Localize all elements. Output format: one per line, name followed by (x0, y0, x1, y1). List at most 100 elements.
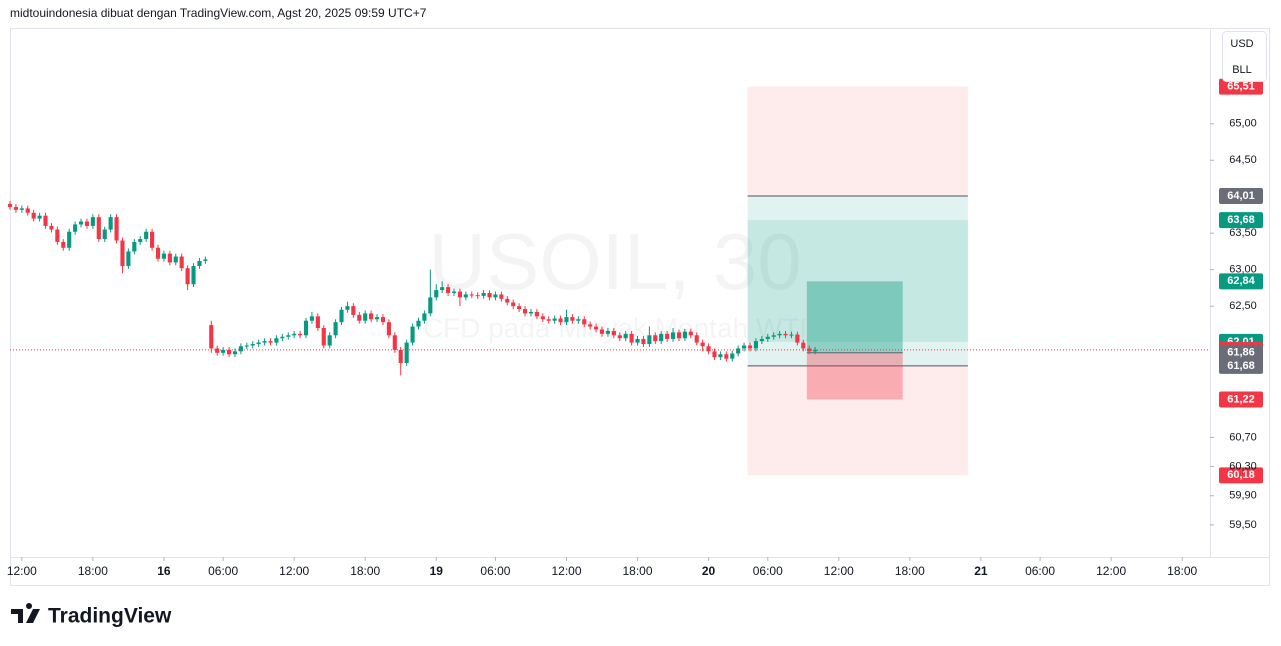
y-tick-label: 59,90 (1229, 490, 1257, 502)
price-label: 61,22 (1227, 393, 1255, 405)
candle-body (120, 240, 125, 267)
candle-body (31, 212, 36, 219)
candle-body (298, 333, 303, 336)
candle-body (469, 294, 474, 296)
candle-body (428, 297, 433, 314)
candle-body (215, 348, 220, 353)
candle-body (783, 333, 788, 336)
candle-body (724, 354, 729, 359)
candle-body (345, 306, 350, 310)
y-tick-label: 63,50 (1229, 227, 1257, 239)
candle-body (73, 224, 78, 232)
candle-body (706, 346, 711, 352)
candle-body (386, 322, 391, 336)
candle-body (357, 314, 362, 321)
unit-button[interactable]: BLL (1232, 64, 1252, 76)
watermark-title: USOIL, 30 (428, 217, 802, 306)
logo-text: TradingView (48, 605, 172, 628)
candle-body (742, 345, 747, 349)
candle-body (511, 302, 516, 307)
candle-body (108, 217, 113, 230)
candle-body (534, 311, 539, 317)
candle-body (694, 335, 699, 343)
candle-body (244, 345, 249, 347)
candle-body (221, 349, 226, 353)
candle-body (374, 317, 380, 320)
candle-body (505, 298, 510, 303)
candle-body (493, 294, 498, 298)
candle-body (665, 333, 670, 339)
candles (7, 201, 818, 376)
candle-body (564, 317, 569, 323)
candle-body (712, 351, 717, 358)
x-tick-label: 19 (430, 564, 444, 578)
candle-body (321, 328, 326, 346)
price-label-box (1219, 357, 1263, 374)
candle-body (676, 332, 682, 339)
candle-body (292, 333, 297, 336)
price-label: 63,68 (1227, 214, 1255, 226)
x-tick-label: 20 (702, 564, 716, 578)
candle-body (238, 346, 243, 352)
x-tick-label: 06:00 (753, 564, 783, 578)
candle-body (250, 344, 255, 346)
candle-body (641, 338, 646, 345)
candle-body (114, 217, 119, 241)
price-label-box (1219, 188, 1263, 205)
candle-body (61, 241, 66, 248)
candle-body (37, 215, 42, 219)
candle-body (84, 221, 90, 226)
price-label: 65,51 (1227, 81, 1255, 93)
loss-zone (806, 352, 903, 400)
candle-body (226, 349, 232, 355)
candle-body (499, 294, 504, 299)
candle-body (517, 306, 522, 310)
candle-body (422, 313, 427, 321)
candle-body (333, 322, 338, 336)
candle-body (102, 229, 107, 240)
x-tick-label: 16 (157, 564, 171, 578)
candle-body (339, 309, 344, 323)
currency-buttons: USD BLL (1222, 31, 1267, 82)
candle-body (670, 332, 676, 339)
candle-body (416, 320, 421, 327)
header: midtouindonesia dibuat dengan TradingVie… (10, 6, 427, 20)
x-tick-label: 12:00 (279, 564, 309, 578)
candle-body (647, 335, 652, 345)
candle-body (67, 231, 72, 248)
candle-body (463, 294, 468, 298)
candle-body (765, 336, 770, 339)
candle-body (617, 335, 622, 339)
footer-logo: TradingView (11, 603, 172, 628)
currency-button[interactable]: USD (1230, 38, 1253, 50)
candle-body (629, 333, 634, 343)
candle-body (759, 338, 764, 342)
candle-body (185, 268, 190, 285)
candle-body (688, 331, 693, 336)
candle-body (700, 342, 705, 347)
candle-body (90, 217, 95, 226)
candle-body (546, 319, 551, 321)
candle-body (528, 311, 534, 314)
candle-body (522, 309, 528, 314)
candle-body (404, 342, 409, 364)
candle-body (55, 229, 60, 242)
y-tick-label: 62,50 (1229, 300, 1257, 312)
candle-body (623, 333, 628, 339)
candle-body (653, 335, 658, 342)
candle-body (126, 251, 131, 267)
candle-body (659, 333, 664, 342)
candle-body (179, 256, 184, 269)
x-tick-label: 06:00 (1025, 564, 1055, 578)
x-tick-label: 18:00 (350, 564, 380, 578)
candle-body (777, 333, 782, 336)
candle-body (795, 334, 800, 343)
candle-body (96, 217, 101, 240)
price-label-box (1219, 78, 1263, 95)
candle-body (262, 341, 267, 343)
candle-body (410, 326, 415, 343)
candle-body (446, 287, 451, 293)
candle-body (380, 317, 386, 323)
candle-body (558, 318, 563, 323)
